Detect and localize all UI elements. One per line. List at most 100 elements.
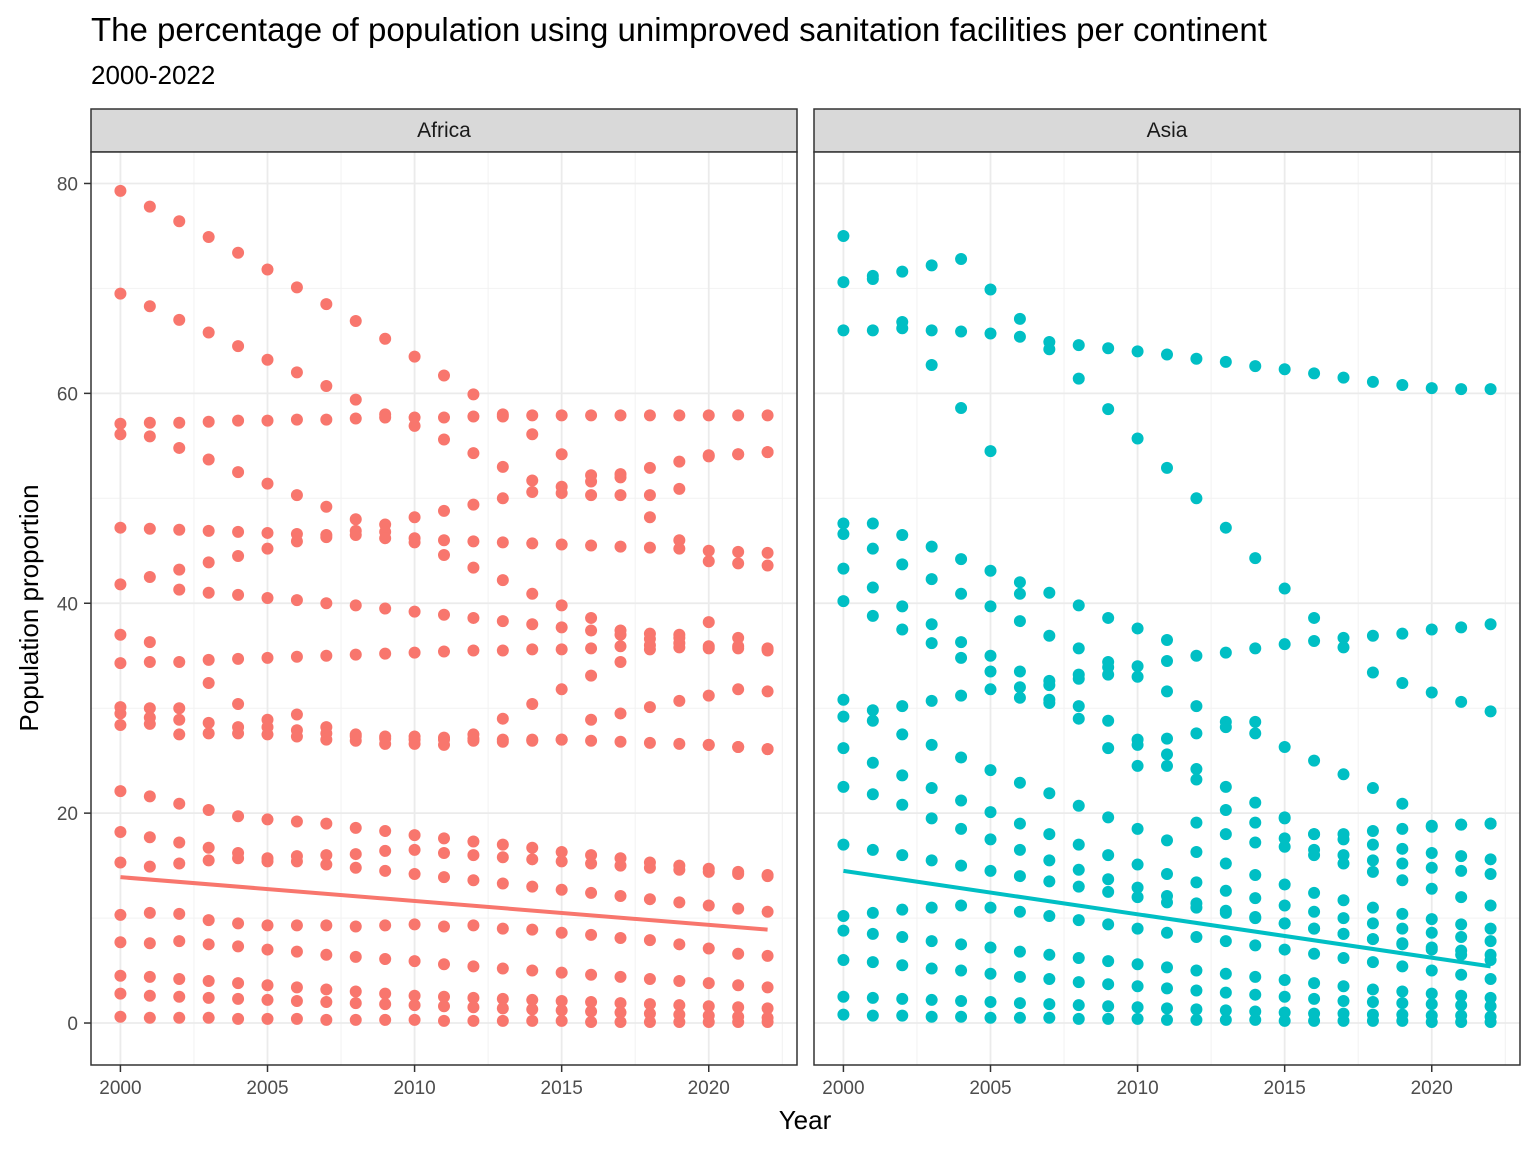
data-point bbox=[866, 704, 879, 717]
data-point bbox=[1161, 1002, 1173, 1015]
data-point bbox=[349, 412, 362, 425]
data-point bbox=[143, 430, 156, 443]
data-point bbox=[408, 918, 421, 931]
data-point bbox=[1013, 945, 1026, 958]
data-point bbox=[320, 733, 333, 746]
data-point bbox=[1337, 631, 1350, 644]
trend-line bbox=[843, 868, 1491, 969]
data-point bbox=[173, 656, 186, 669]
data-point bbox=[673, 631, 686, 644]
data-point bbox=[1425, 686, 1438, 699]
panel-asia: Asia 2000 2005 2010 2015 2020 bbox=[813, 108, 1521, 1099]
data-point bbox=[1396, 960, 1409, 973]
data-point bbox=[496, 962, 509, 975]
data-point bbox=[438, 534, 450, 547]
data-point bbox=[408, 955, 421, 968]
data-point bbox=[379, 1013, 392, 1026]
data-point bbox=[614, 540, 627, 553]
data-point bbox=[585, 539, 598, 552]
data-point bbox=[702, 1000, 715, 1013]
data-point bbox=[526, 964, 539, 977]
data-point bbox=[702, 689, 715, 702]
data-point bbox=[438, 958, 450, 971]
data-point bbox=[526, 643, 539, 656]
data-point bbox=[1219, 1013, 1232, 1026]
data-point bbox=[673, 1015, 686, 1028]
data-point bbox=[438, 832, 450, 845]
data-point bbox=[1425, 820, 1438, 833]
data-point bbox=[232, 414, 245, 427]
data-point bbox=[1190, 727, 1203, 740]
data-point bbox=[232, 340, 245, 353]
data-point bbox=[1484, 922, 1497, 935]
data-point bbox=[761, 905, 774, 918]
trend-africa bbox=[120, 875, 768, 932]
data-point bbox=[1219, 884, 1232, 897]
data-point bbox=[349, 513, 362, 526]
data-point bbox=[173, 1011, 186, 1024]
data-point bbox=[1190, 984, 1203, 997]
data-point bbox=[643, 998, 656, 1011]
data-point bbox=[585, 886, 598, 899]
data-point bbox=[496, 922, 509, 935]
data-point bbox=[896, 903, 909, 916]
data-point bbox=[896, 992, 909, 1005]
data-point bbox=[173, 313, 186, 326]
data-point bbox=[837, 742, 850, 755]
data-point bbox=[955, 994, 968, 1007]
data-point bbox=[349, 393, 362, 406]
data-point bbox=[1043, 998, 1056, 1011]
data-point bbox=[1043, 948, 1056, 961]
data-point bbox=[114, 707, 127, 720]
data-point bbox=[866, 324, 879, 337]
data-point bbox=[1484, 991, 1497, 1004]
data-point bbox=[349, 314, 362, 327]
data-point bbox=[408, 419, 421, 432]
data-point bbox=[673, 409, 686, 422]
data-point bbox=[1278, 878, 1291, 891]
data-point bbox=[320, 849, 333, 862]
data-point bbox=[1396, 378, 1409, 391]
x-tick-label: 2020 bbox=[1411, 1078, 1453, 1099]
data-point bbox=[955, 253, 968, 266]
data-point bbox=[202, 524, 215, 537]
data-point bbox=[585, 968, 598, 981]
data-point bbox=[925, 259, 938, 272]
data-point bbox=[290, 535, 303, 548]
data-point bbox=[1072, 1012, 1085, 1025]
data-point bbox=[585, 409, 598, 422]
data-point bbox=[1366, 781, 1379, 794]
data-point bbox=[496, 992, 509, 1005]
data-point bbox=[232, 697, 245, 710]
data-point bbox=[173, 972, 186, 985]
data-point bbox=[202, 716, 215, 729]
points-asia bbox=[837, 229, 1497, 1028]
data-point bbox=[467, 644, 480, 657]
data-point bbox=[496, 712, 509, 725]
data-point bbox=[984, 806, 997, 819]
data-point bbox=[379, 919, 392, 932]
data-point bbox=[261, 943, 274, 956]
data-point bbox=[349, 529, 362, 542]
data-point bbox=[1161, 961, 1173, 974]
plot-area-africa bbox=[91, 152, 797, 1065]
data-point bbox=[673, 482, 686, 495]
data-point bbox=[1131, 622, 1144, 635]
data-point bbox=[526, 923, 539, 936]
data-point bbox=[673, 863, 686, 876]
data-point bbox=[555, 643, 568, 656]
strip-label-asia: Asia bbox=[1147, 119, 1188, 142]
data-point bbox=[1455, 930, 1468, 943]
data-point bbox=[173, 907, 186, 920]
data-point bbox=[1337, 641, 1350, 654]
data-point bbox=[261, 979, 274, 992]
data-point bbox=[761, 981, 774, 994]
data-point bbox=[673, 455, 686, 468]
data-point bbox=[1043, 679, 1056, 692]
data-point bbox=[702, 899, 715, 912]
data-point bbox=[1161, 926, 1173, 939]
data-point bbox=[1396, 627, 1409, 640]
data-point bbox=[408, 829, 421, 842]
data-point bbox=[925, 540, 938, 553]
strip-label-africa: Africa bbox=[417, 119, 471, 142]
